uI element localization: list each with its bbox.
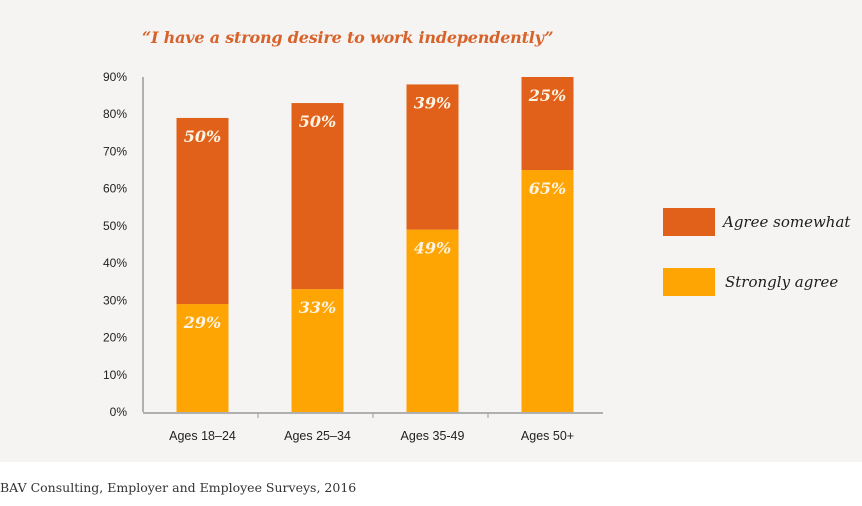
data-label-agree-somewhat: 25%	[528, 86, 566, 105]
data-label-strongly-agree: 33%	[299, 298, 336, 317]
legend-label-strongly-agree: Strongly agree	[725, 273, 839, 291]
data-label-agree-somewhat: 50%	[184, 127, 221, 146]
chart-title: “I have a strong desire to work independ…	[142, 28, 554, 47]
data-label-agree-somewhat: 50%	[299, 112, 336, 131]
x-tick-label: Ages 50+	[521, 429, 574, 443]
stacked-bar-chart: 0% 10% 20% 30% 40% 50% 60% 70% 80% 90% 29% 50% Ages …	[103, 70, 603, 443]
bar-agree-somewhat	[521, 77, 574, 171]
bar-agree-somewhat	[291, 103, 344, 290]
x-tick-label: Ages 18–24	[169, 429, 236, 443]
bar-agree-somewhat	[176, 117, 229, 305]
legend-label-agree-somewhat: Agree somewhat	[723, 213, 851, 231]
y-tick-label: 30%	[103, 293, 127, 307]
x-tick-label: Ages 35-49	[401, 429, 465, 443]
legend-swatch-agree-somewhat	[663, 208, 715, 236]
data-label-strongly-agree: 49%	[414, 239, 451, 258]
bar-strongly-agree	[406, 229, 459, 412]
y-tick-label: 40%	[103, 256, 127, 270]
y-tick-label: 10%	[103, 368, 127, 382]
data-label-strongly-agree: 65%	[529, 179, 566, 198]
y-tick-label: 50%	[103, 219, 127, 233]
x-tick-label: Ages 25–34	[284, 429, 351, 443]
legend-item-strongly-agree: Strongly agree	[663, 268, 838, 296]
y-tick-label: 70%	[103, 144, 127, 158]
bar-agree-somewhat	[406, 84, 459, 230]
legend-item-agree-somewhat: Agree somewhat	[663, 208, 850, 236]
y-tick-label: 0%	[110, 405, 128, 419]
y-tick-label: 90%	[103, 70, 127, 84]
y-tick-label: 20%	[103, 331, 127, 345]
bar-strongly-agree	[521, 170, 574, 412]
source-note: BAV Consulting, Employer and Employee Su…	[0, 480, 357, 495]
bar-strongly-agree	[176, 304, 229, 412]
legend-swatch-strongly-agree	[663, 268, 715, 296]
y-tick-label: 60%	[103, 182, 127, 196]
y-tick-label: 80%	[103, 107, 127, 121]
data-label-agree-somewhat: 39%	[414, 93, 451, 112]
data-label-strongly-agree: 29%	[183, 313, 221, 332]
bar-strongly-agree	[291, 289, 344, 412]
